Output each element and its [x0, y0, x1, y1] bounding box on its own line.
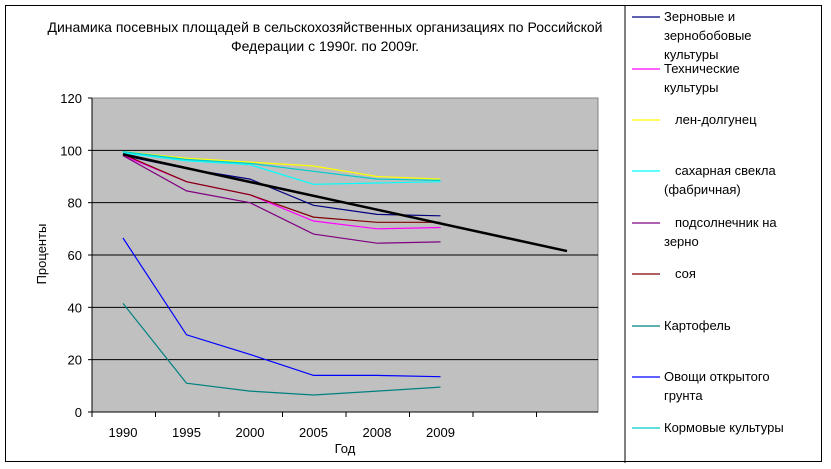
x-tick-label: 2008	[363, 425, 392, 440]
axes: 0 20 40 60 80 100 120 1990 1995 2000 2005 2008 2009	[60, 91, 598, 440]
legend-label: Картофель	[664, 318, 731, 333]
legend-label: грунта	[664, 388, 703, 403]
x-tick-label: 1995	[172, 425, 201, 440]
legend-label: соя	[675, 266, 696, 281]
y-tick-label: 120	[60, 91, 82, 106]
y-tick-label: 40	[68, 300, 82, 315]
legend-label: Зерновые и	[664, 9, 735, 24]
legend-label: Технические	[664, 61, 740, 76]
legend: Зерновые изернобобовыекультурыТехнически…	[632, 9, 784, 435]
series-line-7	[122, 237, 441, 378]
series-line-8	[122, 151, 441, 181]
y-tick-label: 100	[60, 143, 82, 158]
series-group	[122, 151, 568, 396]
series-line-6	[122, 303, 441, 396]
chart-title-line-2: Федерации с 1990г. по 2009г.	[231, 38, 419, 54]
x-tick-label: 1990	[109, 425, 138, 440]
y-tick-label: 20	[68, 353, 82, 368]
y-tick-label: 80	[68, 196, 82, 211]
series-line-5	[122, 153, 441, 223]
legend-label: культуры	[664, 80, 718, 95]
x-tick-label: 2009	[426, 425, 455, 440]
legend-label: культуры	[664, 47, 718, 62]
legend-label: сахарная свекла	[675, 163, 777, 178]
legend-label: (фабричная)	[664, 182, 741, 197]
legend-label: Кормовые культуры	[664, 420, 784, 435]
chart-title-line-1: Динамика посевных площадей в сельскохозя…	[47, 19, 602, 35]
legend-label: Овощи открытого	[664, 369, 770, 384]
x-axis-label: Год	[335, 441, 356, 456]
series-line-4	[122, 155, 441, 244]
y-axis-label: Проценты	[34, 224, 49, 285]
legend-label: зерно	[664, 234, 699, 249]
legend-label: подсолнечник на	[675, 215, 777, 230]
plot-area	[91, 97, 599, 413]
y-tick-label: 0	[75, 405, 82, 420]
series-line-3	[122, 152, 441, 185]
y-tick-label: 60	[68, 248, 82, 263]
legend-label: зернобобовые	[664, 28, 752, 43]
x-tick-label: 2005	[299, 425, 328, 440]
trend-line	[122, 153, 568, 253]
x-tick-label: 2000	[236, 425, 265, 440]
series-line-2	[122, 151, 441, 180]
legend-label: лен-долгунец	[675, 112, 757, 127]
